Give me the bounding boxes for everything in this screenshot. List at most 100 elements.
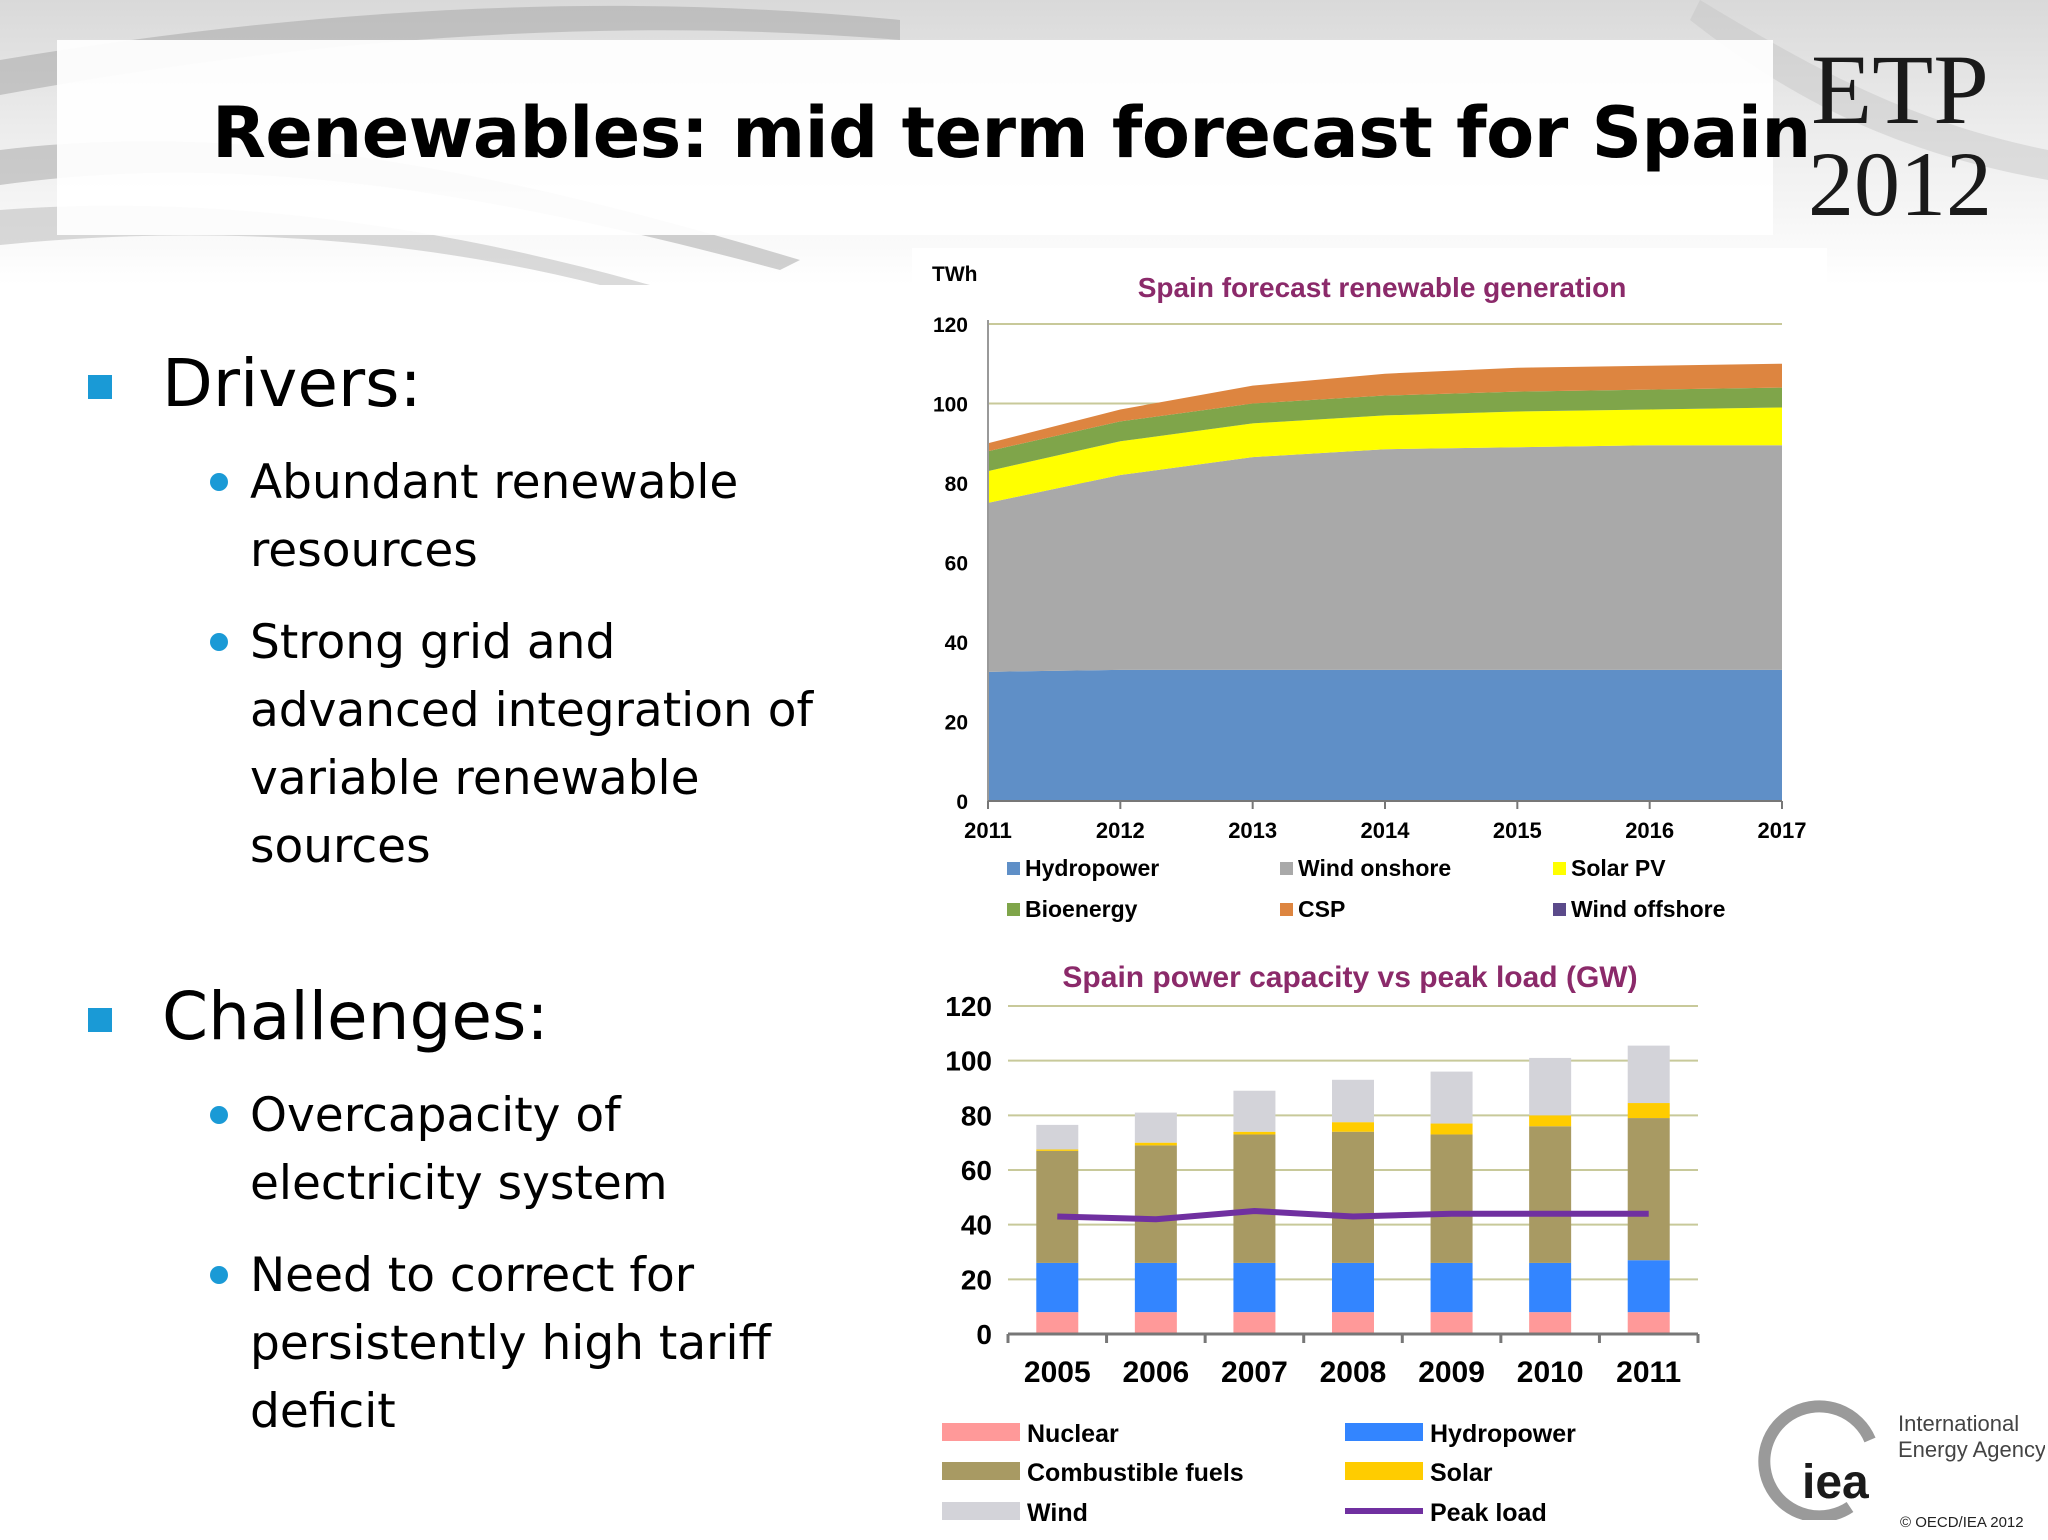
bullet-line: Need to correct for bbox=[250, 1248, 695, 1303]
x-tick-label: 2010 bbox=[1517, 1356, 1584, 1389]
section-title: Drivers: bbox=[162, 345, 422, 422]
y-axis-unit-label: TWh bbox=[932, 263, 977, 286]
x-tick-label: 2014 bbox=[1361, 818, 1411, 843]
legend-swatch bbox=[1007, 862, 1020, 875]
bullet-item: Overcapacity of electricity system bbox=[210, 1082, 910, 1218]
bar-segment-wind bbox=[1627, 1045, 1670, 1104]
bullet-line: resources bbox=[250, 523, 478, 578]
x-tick-label: 2008 bbox=[1320, 1356, 1387, 1389]
bar-segment-combustible-fuels bbox=[1134, 1145, 1177, 1263]
legend-swatch bbox=[1280, 903, 1293, 916]
bar-segment-solar bbox=[1233, 1131, 1276, 1135]
bar-segment-solar bbox=[1627, 1103, 1670, 1119]
legend-label: CSP bbox=[1298, 896, 1345, 922]
bullet-line: advanced integration of bbox=[250, 683, 813, 738]
iea-swoosh-icon bbox=[1758, 1400, 1876, 1520]
y-tick-label: 60 bbox=[945, 553, 968, 576]
x-tick-label: 2011 bbox=[964, 818, 1012, 843]
dot-bullet-icon bbox=[210, 633, 228, 651]
bar-segment-hydropower bbox=[1627, 1260, 1670, 1313]
legend-swatch bbox=[942, 1502, 1020, 1520]
x-tick-label: 2013 bbox=[1228, 818, 1277, 843]
bar-segment-nuclear bbox=[1036, 1312, 1079, 1334]
legend-label: Hydropower bbox=[1430, 1420, 1576, 1448]
bar-segment-nuclear bbox=[1430, 1312, 1473, 1334]
copyright-notice: © OECD/IEA 2012 bbox=[1900, 1514, 2024, 1531]
area-series-hydropower bbox=[988, 669, 1782, 801]
area-series-bioenergy bbox=[988, 387, 1782, 472]
iea-name-line2: Energy Agency bbox=[1898, 1437, 2045, 1462]
bar-segment-combustible-fuels bbox=[1233, 1134, 1276, 1263]
renewable-generation-area-chart: Spain forecast renewable generation TWh 0 2… bbox=[932, 263, 1807, 922]
bullet-line: persistently high tariff bbox=[250, 1316, 771, 1371]
bar-segment-hydropower bbox=[1430, 1262, 1473, 1313]
legend-label: Peak load bbox=[1430, 1499, 1547, 1527]
bar-segment-wind bbox=[1430, 1071, 1473, 1124]
dot-bullet-icon bbox=[210, 1106, 228, 1124]
bar-segment-nuclear bbox=[1332, 1312, 1374, 1334]
bullet-line: Abundant renewable bbox=[250, 455, 739, 510]
challenges-section: Challenges: Overcapacity of electricity … bbox=[80, 978, 910, 1446]
y-tick-label: 120 bbox=[933, 314, 968, 337]
legend-swatch bbox=[1553, 862, 1566, 875]
bullet-line: variable renewable bbox=[250, 751, 700, 806]
slide-title: Renewables: mid term forecast for Spain bbox=[212, 92, 1811, 174]
x-tick-label: 2017 bbox=[1758, 818, 1807, 843]
bar-segment-wind bbox=[1233, 1090, 1276, 1132]
bar-segment-nuclear bbox=[1233, 1312, 1276, 1334]
legend-label: Wind onshore bbox=[1298, 855, 1451, 881]
bar-segment-combustible-fuels bbox=[1627, 1118, 1670, 1261]
area-series-csp bbox=[988, 363, 1782, 452]
x-tick-label: 2006 bbox=[1122, 1356, 1189, 1389]
area-series-solar-pv bbox=[988, 407, 1782, 503]
title-box bbox=[57, 40, 1773, 235]
bar-segment-solar bbox=[1036, 1149, 1079, 1151]
bullet-item: Strong grid and advanced integration of … bbox=[210, 609, 910, 881]
bar-segment-combustible-fuels bbox=[1529, 1126, 1572, 1263]
bar-segment-hydropower bbox=[1233, 1262, 1276, 1313]
bar-segment-hydropower bbox=[1036, 1262, 1079, 1313]
bar-segment-hydropower bbox=[1529, 1262, 1572, 1313]
legend-swatch bbox=[1553, 903, 1566, 916]
drivers-section: Drivers: Abundant renewable resources St… bbox=[80, 345, 910, 881]
dot-bullet-icon bbox=[210, 1266, 228, 1284]
bar-segment-hydropower bbox=[1134, 1262, 1177, 1313]
legend-label: Solar bbox=[1430, 1459, 1493, 1487]
bullet-line: Strong grid and bbox=[250, 615, 616, 670]
bar-segment-wind bbox=[1332, 1079, 1374, 1123]
bar-segment-combustible-fuels bbox=[1430, 1134, 1473, 1263]
bar-segment-nuclear bbox=[1134, 1312, 1177, 1334]
legend-label: Wind offshore bbox=[1571, 896, 1725, 922]
bullet-line: deficit bbox=[250, 1384, 396, 1439]
legend-swatch bbox=[942, 1462, 1020, 1480]
x-tick-label: 2015 bbox=[1493, 818, 1542, 843]
legend-label: Bioenergy bbox=[1025, 896, 1138, 922]
legend-swatch bbox=[1345, 1423, 1423, 1441]
legend-label: Solar PV bbox=[1571, 855, 1666, 881]
bullet-item: Abundant renewable resources bbox=[210, 449, 910, 585]
bullet-line: sources bbox=[250, 819, 431, 874]
y-tick-label: 60 bbox=[961, 1155, 992, 1186]
y-tick-label: 20 bbox=[945, 712, 968, 735]
y-tick-label: 100 bbox=[945, 1046, 992, 1077]
capacity-vs-peak-bar-chart: Spain power capacity vs peak load (GW) 0 2… bbox=[942, 961, 1700, 1527]
x-tick-label: 2009 bbox=[1418, 1356, 1485, 1389]
legend-label: Combustible fuels bbox=[1027, 1459, 1244, 1487]
legend-swatch bbox=[1280, 862, 1293, 875]
x-tick-label: 2012 bbox=[1096, 818, 1145, 843]
y-tick-label: 40 bbox=[961, 1210, 992, 1241]
renewable-generation-chart-panel: Spain forecast renewable generation TWh 0 2… bbox=[912, 248, 1827, 948]
y-tick-label: 0 bbox=[976, 1319, 992, 1350]
y-tick-label: 100 bbox=[933, 394, 968, 417]
legend-swatch bbox=[1345, 1462, 1423, 1480]
section-title: Challenges: bbox=[162, 978, 549, 1055]
bullet-line: electricity system bbox=[250, 1156, 668, 1211]
legend-label: Nuclear bbox=[1027, 1420, 1119, 1448]
bar-segment-solar bbox=[1529, 1115, 1572, 1127]
bar-segment-solar bbox=[1430, 1123, 1473, 1135]
bar-segment-combustible-fuels bbox=[1036, 1150, 1079, 1263]
etp-logo-line1: ETP bbox=[1811, 34, 1989, 145]
y-tick-label: 120 bbox=[945, 991, 992, 1022]
legend-label: Hydropower bbox=[1025, 855, 1159, 881]
bar-segment-wind bbox=[1036, 1124, 1079, 1150]
